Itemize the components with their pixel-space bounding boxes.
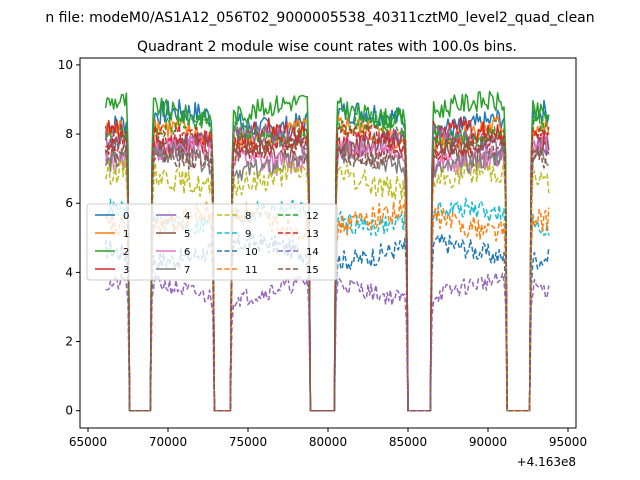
legend-label: 3 bbox=[123, 265, 129, 276]
y-tick-label: 10 bbox=[58, 58, 73, 72]
y-tick-label: 6 bbox=[65, 196, 73, 210]
legend-label: 15 bbox=[306, 265, 319, 276]
legend-box bbox=[86, 203, 338, 281]
legend-label: 0 bbox=[123, 211, 129, 222]
x-axis: 65000 70000 75000 80000 85000 90000 95000 bbox=[69, 428, 587, 449]
chart-title: Quadrant 2 module wise count rates with … bbox=[137, 39, 517, 55]
y-axis: 0 2 4 6 8 10 bbox=[58, 58, 80, 418]
legend-label: 5 bbox=[184, 229, 190, 240]
legend-label: 13 bbox=[306, 229, 319, 240]
y-tick-label: 8 bbox=[65, 127, 73, 141]
x-tick-label: 85000 bbox=[389, 435, 427, 449]
legend-label: 6 bbox=[184, 247, 190, 258]
legend-label: 11 bbox=[245, 265, 258, 276]
legend-label: 4 bbox=[184, 211, 190, 222]
legend-label: 7 bbox=[184, 265, 190, 276]
x-offset-label: +4.163e8 bbox=[517, 455, 576, 469]
y-tick-label: 4 bbox=[65, 265, 73, 279]
x-tick-label: 80000 bbox=[309, 435, 347, 449]
x-tick-label: 75000 bbox=[229, 435, 267, 449]
file-name-text: n file: modeM0/AS1A12_056T02_9000005538_… bbox=[45, 10, 594, 26]
y-tick-label: 2 bbox=[65, 335, 73, 349]
legend-label: 14 bbox=[306, 247, 319, 258]
x-tick-label: 90000 bbox=[469, 435, 507, 449]
series-line-15 bbox=[105, 132, 550, 412]
series-line-9 bbox=[104, 197, 550, 412]
x-tick-label: 95000 bbox=[549, 435, 587, 449]
legend-label: 12 bbox=[306, 211, 319, 222]
x-tick-label: 65000 bbox=[69, 435, 107, 449]
legend-label: 9 bbox=[245, 229, 251, 240]
legend-label: 10 bbox=[245, 247, 258, 258]
legend-label: 8 bbox=[245, 211, 251, 222]
legend-label: 2 bbox=[123, 247, 129, 258]
x-tick-label: 70000 bbox=[149, 435, 187, 449]
legend-label: 1 bbox=[123, 229, 129, 240]
y-tick-label: 0 bbox=[65, 404, 73, 418]
series-line-14 bbox=[105, 271, 550, 412]
series-group bbox=[104, 90, 550, 412]
